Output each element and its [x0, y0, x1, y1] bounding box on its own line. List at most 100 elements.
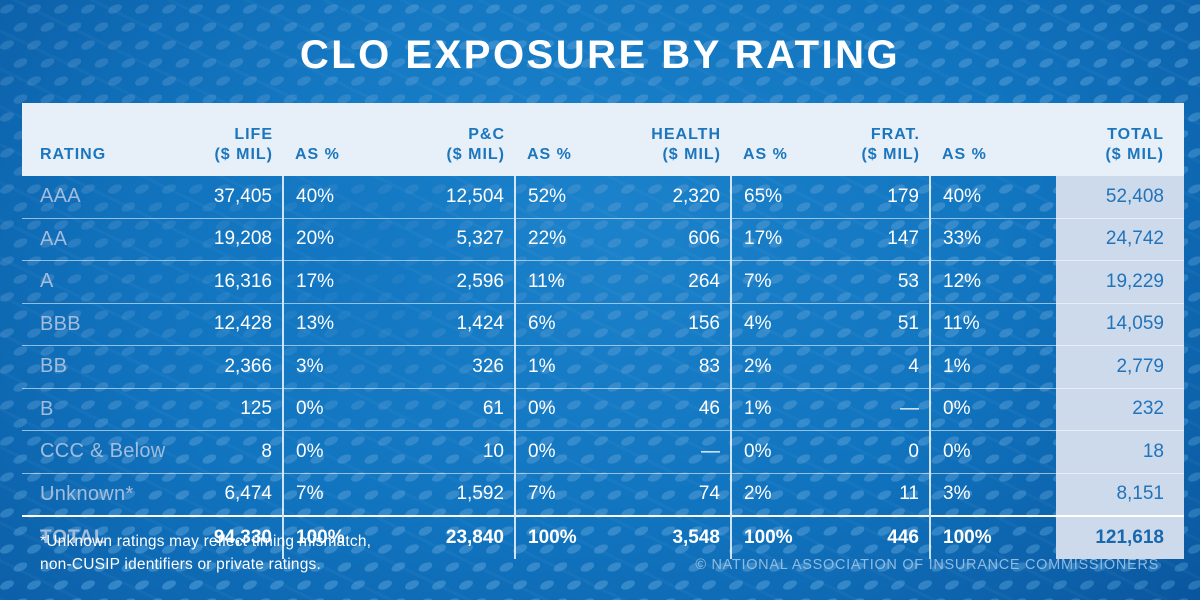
col-header-rating: RATING [22, 103, 172, 176]
cell-health-pct: 2% [730, 472, 832, 516]
page-title: CLO EXPOSURE BY RATING [299, 33, 901, 77]
col-label-life: LIFE [234, 126, 273, 143]
col-header-health: HEALTH ($ MIL) [612, 103, 731, 176]
cell-frat: 147 [832, 217, 930, 261]
cell-total: 232 [1056, 387, 1184, 431]
cell-frat: 446 [832, 515, 930, 559]
cell-total: 14,059 [1056, 302, 1184, 346]
cell-pc-pct: 52% [514, 176, 612, 218]
cell-rating: B [22, 387, 172, 431]
table-row-unknown: Unknown* 6,474 7% 1,592 7% 74 2% 11 3% 8… [22, 472, 1184, 516]
cell-health: — [612, 430, 731, 473]
cell-total: 19,229 [1056, 260, 1184, 303]
col-label-pc: P&C [468, 126, 505, 143]
col-header-pc-pct: AS % [515, 103, 612, 176]
col-sublabel-life: ($ MIL) [214, 146, 273, 163]
cell-pc-pct: 100% [514, 515, 612, 559]
cell-frat-pct: 0% [929, 387, 1056, 431]
cell-health: 606 [612, 217, 731, 261]
table-row-aaa: AAA 37,405 40% 12,504 52% 2,320 65% 179 … [22, 176, 1184, 218]
cell-pc-pct: 11% [514, 260, 612, 303]
footnote-line-2: non-CUSIP identifiers or private ratings… [40, 556, 322, 573]
cell-health: 3,548 [612, 515, 731, 559]
cell-frat-pct: 100% [929, 515, 1056, 559]
cell-frat-pct: 33% [929, 217, 1056, 261]
cell-pc-pct: 7% [514, 472, 612, 516]
col-header-health-pct: AS % [731, 103, 832, 176]
cell-life: 8 [172, 430, 283, 473]
table-row-a: A 16,316 17% 2,596 11% 264 7% 53 12% 19,… [22, 260, 1184, 303]
cell-pc: 2,596 [382, 260, 515, 303]
cell-rating: Unknown* [22, 472, 172, 516]
cell-pc: 326 [382, 345, 515, 388]
table-row-aa: AA 19,208 20% 5,327 22% 606 17% 147 33% … [22, 217, 1184, 261]
cell-rating: AAA [40, 185, 81, 208]
cell-total: 52,408 [1056, 176, 1184, 218]
cell-health: 156 [612, 302, 731, 346]
col-sublabel-pc: ($ MIL) [446, 146, 505, 163]
cell-health: 83 [612, 345, 731, 388]
col-label-frat: FRAT. [870, 126, 920, 143]
cell-frat-pct: 1% [929, 345, 1056, 388]
cell-life-pct: 3% [282, 345, 382, 388]
cell-pc-pct: 0% [514, 387, 612, 431]
cell-frat: 11 [832, 472, 930, 516]
cell-health-pct: 65% [730, 176, 832, 218]
cell-frat: — [832, 387, 930, 431]
cell-health-pct: 100% [730, 515, 832, 559]
cell-life: 16,316 [172, 260, 283, 303]
footnote-line-1: *Unknown ratings may reflect timing mism… [40, 533, 372, 550]
col-header-pc: P&C ($ MIL) [382, 103, 515, 176]
cell-health: 264 [612, 260, 731, 303]
cell-frat-pct: 0% [929, 430, 1056, 473]
cell-life-pct: 40% [282, 176, 382, 218]
table-row-total: TOTAL 94,330 100% 23,840 100% 3,548 100%… [22, 515, 1184, 559]
cell-health-pct: 7% [730, 260, 832, 303]
clo-exposure-table-container: RATING LIFE ($ MIL) AS % P&C ($ MIL) AS % … [22, 103, 1184, 559]
copyright-notice: © NATIONAL ASSOCIATION OF INSURANCE COMM… [695, 557, 1159, 573]
col-label-rating: RATING [40, 146, 107, 163]
cell-pc-pct: 0% [514, 430, 612, 473]
cell-frat-pct: 40% [929, 176, 1056, 218]
cell-total: 8,151 [1056, 472, 1184, 516]
cell-life-pct: 20% [282, 217, 382, 261]
col-label-total: TOTAL [1107, 126, 1164, 143]
cell-life: 125 [172, 387, 283, 431]
col-sublabel-frat: ($ MIL) [861, 146, 920, 163]
col-sublabel-total: ($ MIL) [1105, 146, 1164, 163]
cell-frat-pct: 11% [929, 302, 1056, 346]
cell-life: 6,474 [172, 472, 283, 516]
cell-life-pct: 17% [282, 260, 382, 303]
col-label-pc-pct: AS % [527, 146, 572, 163]
cell-pc: 1,592 [382, 472, 515, 516]
cell-frat-pct: 12% [929, 260, 1056, 303]
col-header-life: LIFE ($ MIL) [172, 103, 283, 176]
col-label-health: HEALTH [651, 126, 721, 143]
table-row-bbb: BBB 12,428 13% 1,424 6% 156 4% 51 11% 14… [22, 302, 1184, 346]
cell-pc: 10 [382, 430, 515, 473]
col-header-frat: FRAT. ($ MIL) [832, 103, 930, 176]
cell-total: 24,742 [1056, 217, 1184, 261]
cell-pc: 1,424 [382, 302, 515, 346]
table-header-row: RATING LIFE ($ MIL) AS % P&C ($ MIL) AS % … [22, 103, 1184, 176]
cell-health-pct: 1% [730, 387, 832, 431]
cell-total: 2,779 [1056, 345, 1184, 388]
cell-frat: 4 [832, 345, 930, 388]
col-header-life-pct: AS % [283, 103, 382, 176]
cell-rating: BB [22, 345, 172, 388]
cell-life-pct: 0% [282, 430, 382, 473]
col-label-life-pct: AS % [295, 146, 340, 163]
cell-life: 94,330 [172, 515, 283, 559]
cell-life-pct: 0% [282, 387, 382, 431]
cell-life-pct: 13% [282, 302, 382, 346]
cell-life-pct: 100% [282, 515, 382, 559]
cell-health: 2,320 [672, 185, 720, 207]
col-header-total: TOTAL ($ MIL) [1056, 103, 1184, 176]
clo-exposure-table: RATING LIFE ($ MIL) AS % P&C ($ MIL) AS % … [22, 103, 1184, 559]
cell-life: 12,428 [172, 302, 283, 346]
cell-pc: 61 [382, 387, 515, 431]
col-label-health-pct: AS % [743, 146, 788, 163]
cell-life: 37,405 [213, 185, 272, 207]
cell-life-pct: 7% [282, 472, 382, 516]
